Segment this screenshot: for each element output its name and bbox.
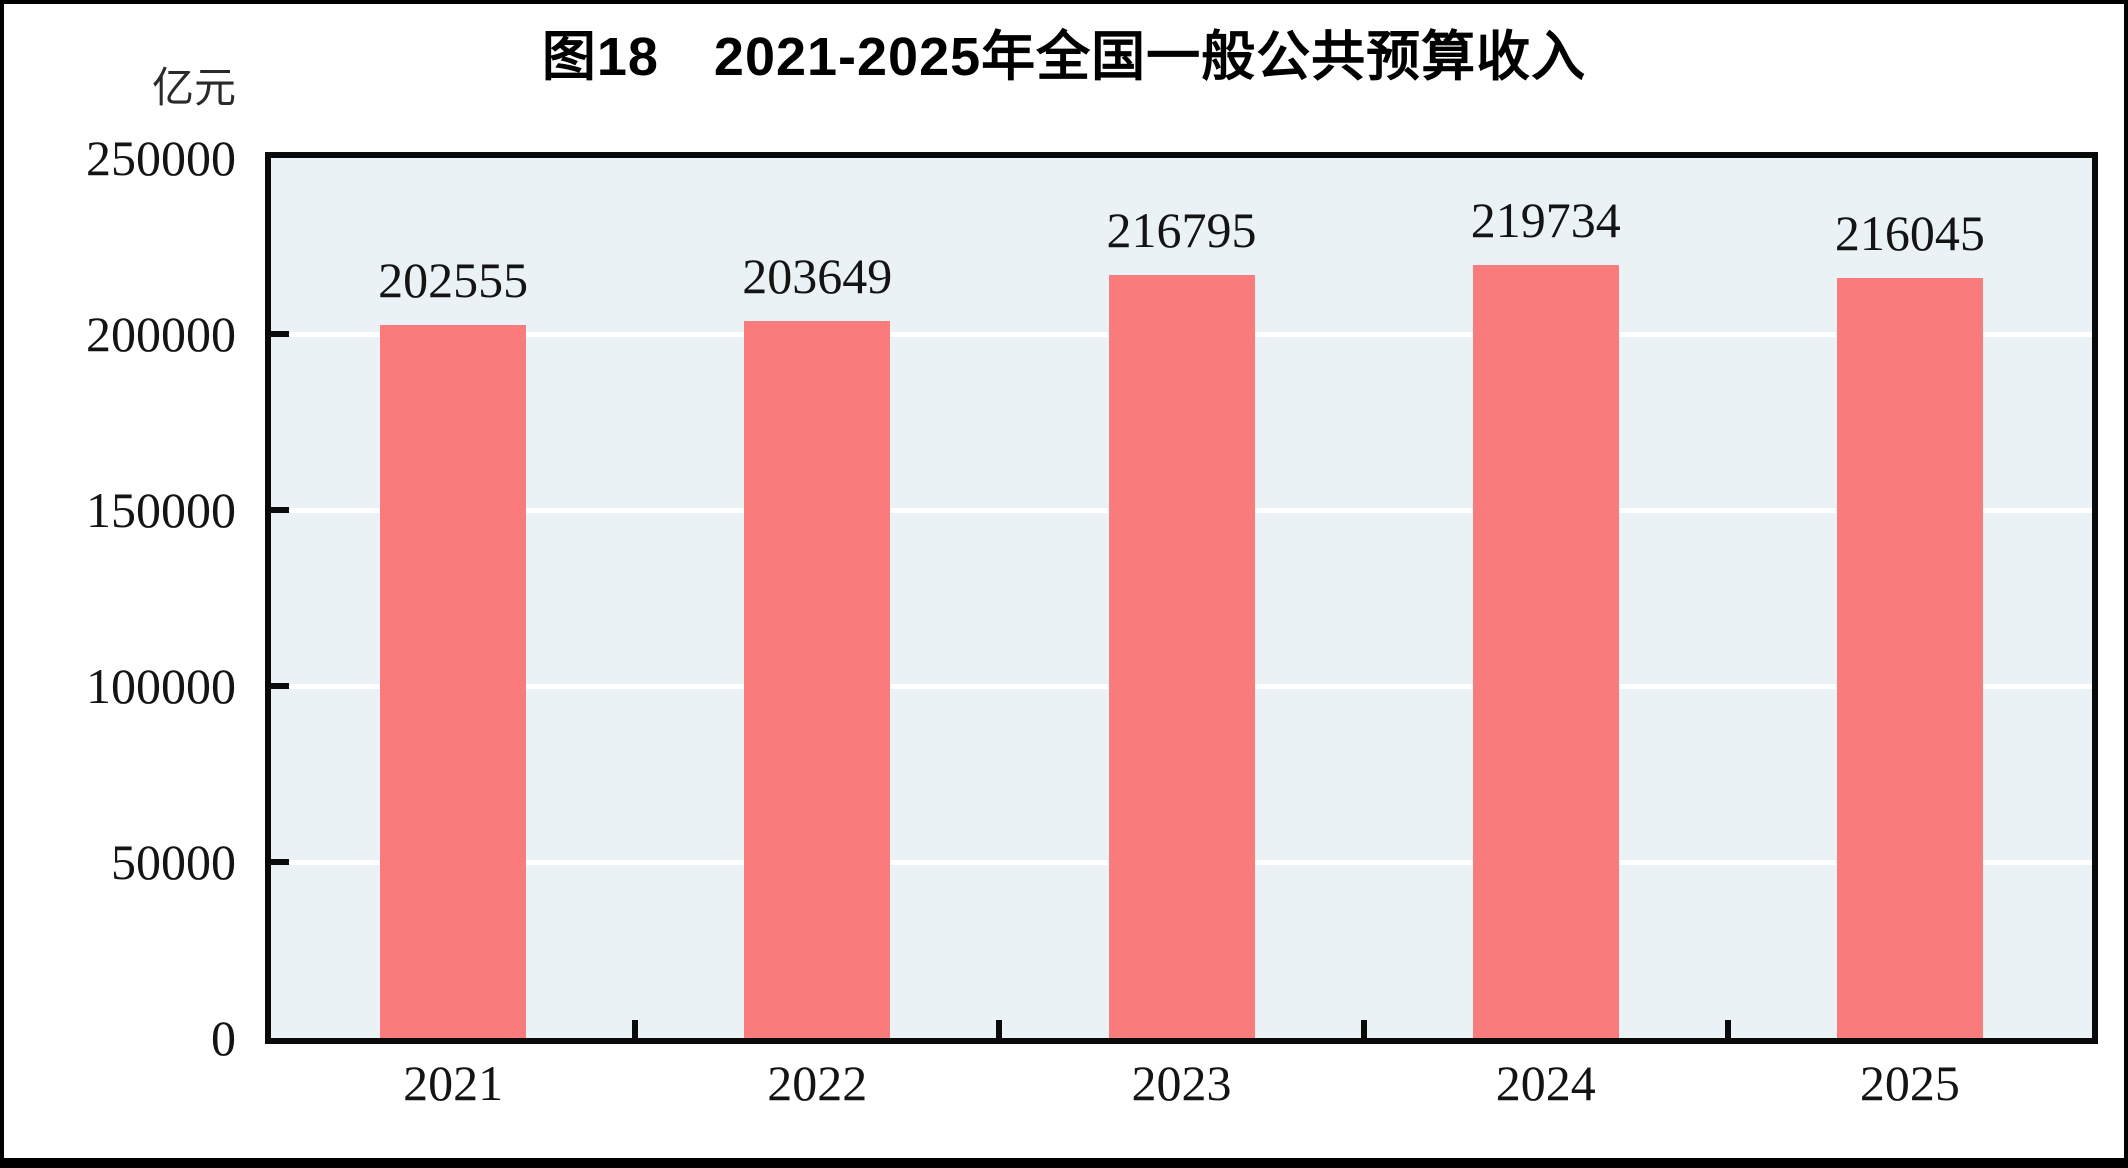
bar-value-label: 216795 xyxy=(1106,201,1257,258)
y-axis-tick-mark xyxy=(271,507,289,513)
bar-value-label: 219734 xyxy=(1470,191,1621,248)
y-tick-label: 200000 xyxy=(86,306,236,362)
x-axis-tick-mark xyxy=(1360,1020,1367,1038)
y-axis-tick-mark xyxy=(271,859,289,865)
bar-2023 xyxy=(1108,274,1255,1038)
y-tick-label: 250000 xyxy=(86,130,236,186)
y-tick-label: 0 xyxy=(211,1010,236,1066)
bar-value-label: 203649 xyxy=(742,248,893,305)
x-tick-label-2025: 2025 xyxy=(1859,1055,1960,1111)
bar-2024 xyxy=(1472,264,1619,1038)
bar-2021 xyxy=(380,325,527,1038)
y-tick-label: 150000 xyxy=(86,482,236,538)
x-tick-label-2022: 2022 xyxy=(767,1055,868,1111)
bar-value-label: 216045 xyxy=(1834,204,1985,261)
x-axis-tick-mark xyxy=(632,1020,639,1038)
bar-value-label: 202555 xyxy=(378,252,529,309)
chart-title: 图18 2021-2025年全国一般公共预算收入 xyxy=(541,27,1587,87)
bar-2022 xyxy=(744,321,891,1038)
x-tick-label-2021: 2021 xyxy=(403,1055,504,1111)
plot-area: 202555 203649 216795 219734 216045 xyxy=(265,152,2098,1044)
x-tick-label-2023: 2023 xyxy=(1131,1055,1232,1111)
x-axis-tick-mark xyxy=(1724,1020,1731,1038)
y-axis-unit-label: 亿元 xyxy=(151,64,236,111)
y-axis-tick-mark xyxy=(271,683,289,689)
x-axis-tick-mark xyxy=(996,1020,1003,1038)
bar-2025 xyxy=(1836,277,1983,1038)
y-tick-label: 100000 xyxy=(86,658,236,714)
y-tick-label: 50000 xyxy=(111,834,236,890)
x-tick-label-2024: 2024 xyxy=(1495,1055,1596,1111)
y-axis-tick-mark xyxy=(271,331,289,337)
